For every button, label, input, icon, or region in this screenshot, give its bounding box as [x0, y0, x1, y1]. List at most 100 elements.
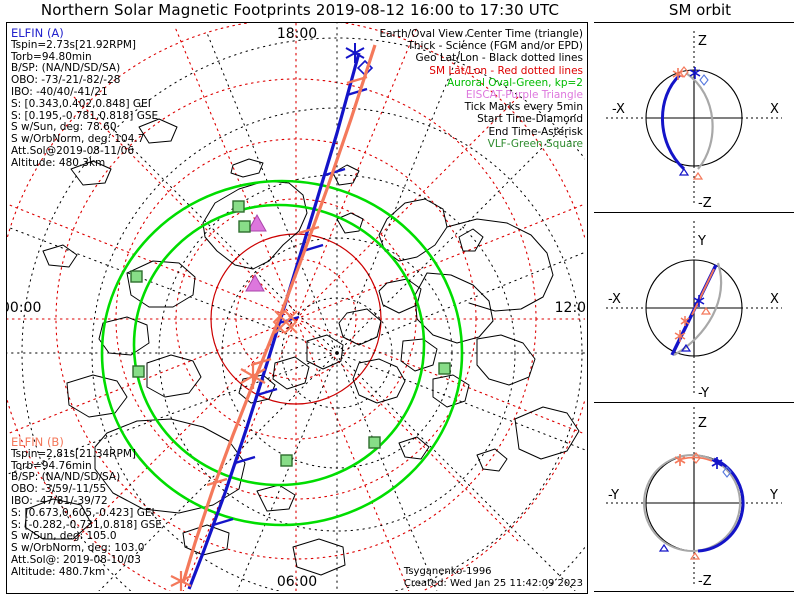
orbit-end-asterisk: [674, 454, 686, 466]
elfin-b-orbit-arc: [685, 72, 714, 170]
auroral-oval-outer: [100, 179, 464, 527]
axis-label-left: -X: [612, 102, 625, 117]
orbit-marker-asterisk: [689, 67, 701, 79]
elfin-a-line: B/SP: (NA/ND/SD/SA): [11, 62, 121, 75]
eiscat-triangle: [245, 273, 265, 292]
footprint-map-panel[interactable]: 18:00 12:00 06:00 00:00 ELFIN (A) Tspin=…: [6, 22, 588, 594]
orbit-start-diamond: [691, 452, 701, 464]
legend-item: VLF-Green Square: [487, 137, 583, 150]
elfin-a-line: S w/Sun, deg: 78.60: [11, 121, 117, 134]
elfin-b-line: IBO: -47/81/-39/72: [11, 494, 108, 507]
legend-item: Auroral Oval-Green, kp=2: [446, 76, 583, 89]
orbit-marker-triangle: [692, 171, 704, 180]
polar-map-graphic: [7, 23, 585, 591]
page-title: Northern Solar Magnetic Footprints 2019-…: [40, 1, 560, 19]
vlf-square: [238, 220, 251, 233]
elfin-a-line: OBO: -73/-21/-82/-28: [11, 74, 121, 87]
legend-item: EISCAT-Purple Triangle: [465, 88, 583, 101]
elfin-b-line: S: [0.673,0.605,-0.423] GEI: [11, 506, 155, 519]
vlf-square: [232, 200, 245, 213]
elfin-a-line: S: [0.195,-0.781,0.818] GSE: [11, 109, 159, 122]
elfin-b-line: Torb=94.76min: [11, 459, 92, 472]
sm-meridians: [7, 23, 585, 591]
credit-block: Tsyganenko-1996 Created: Wed Jan 25 11:4…: [404, 566, 583, 590]
elfin-b-orbit-circle: [643, 454, 741, 552]
elfin-a-line: Tspin=2.73s[21.92RPM]: [11, 38, 136, 51]
elfin-b-line: Altitude: 480.7km: [11, 565, 106, 578]
axis-label-bottom: -Y: [698, 386, 709, 401]
field-model-label: Tsyganenko-1996: [403, 566, 492, 577]
elfin-a-line: Att.Sol@2019-08-11/06: [11, 144, 134, 157]
vlf-square: [368, 436, 381, 449]
axis-label-right: Y: [769, 488, 778, 503]
axis-label-right: X: [770, 292, 779, 307]
axis-label-top: Z: [698, 416, 707, 431]
axis-label-top: Y: [697, 234, 706, 249]
elfin-a-line: Altitude: 480.3km: [11, 156, 106, 169]
vlf-markers: [130, 200, 451, 467]
coastlines: [24, 118, 580, 576]
vlf-square: [280, 454, 293, 467]
legend-item: Tick Marks every 5min: [464, 101, 583, 114]
elfin-a-track: [187, 52, 361, 590]
axis-label-left: -X: [608, 292, 621, 307]
legend-item: Thick - Science (FGM and/or EPD): [407, 40, 583, 53]
elfin-b-line: Att.Sol@: 2019-08-10/03: [11, 553, 141, 566]
orbit-marker-diamond: [722, 466, 732, 478]
orbit-end-asterisk: [674, 330, 686, 342]
orbit-marker-diamond: [699, 74, 709, 86]
elfin-b-line: Tspin=2.81s[21.34RPM]: [11, 447, 136, 460]
mlt-label-right: 12:00: [554, 300, 587, 316]
elfin-b-track: [181, 44, 377, 584]
elfin-b-line: OBO: -3/59/-11/55: [11, 483, 107, 496]
geo-grid: [7, 23, 585, 591]
elfin-a-orbit-arc: [661, 73, 686, 171]
orbit-end-asterisk: [672, 68, 684, 80]
mlt-label-bottom: 06:00: [276, 574, 318, 590]
orbit-marker-triangle: [700, 306, 712, 315]
created-timestamp: Created: Wed Jan 25 11:42:09 2023: [403, 578, 583, 589]
orbit-marker-triangle: [689, 551, 701, 560]
elfin-b-start-diamond: [272, 309, 298, 335]
elfin-b-line: B/SP: (NA/ND/SD/SA): [11, 471, 121, 484]
vlf-square: [130, 270, 143, 283]
orbit-marker-triangle: [680, 343, 692, 352]
orbit-panel-yz[interactable]: Z Y -Y -Z: [594, 402, 794, 592]
orbit-end-asterisk: [680, 316, 690, 326]
axis-label-bottom: -Z: [698, 574, 712, 589]
auroral-ovals: [100, 179, 464, 527]
elfin-b-header: ELFIN (B): [11, 435, 64, 449]
elfin-a-header: ELFIN (A): [11, 26, 64, 40]
legend-item: SM Lat/Lon - Red dotted lines: [429, 64, 583, 77]
orbit-marker-asterisk: [693, 295, 705, 307]
orbit-panel-title: SM orbit: [668, 1, 732, 19]
orbit-marker-triangle: [678, 167, 690, 176]
orbit-panel-xy[interactable]: Y X -X -Y: [594, 212, 794, 402]
orbit-start-diamond: [679, 66, 689, 78]
mlt-label-left: 00:00: [7, 300, 42, 316]
elfin-b-orbit-arc: [673, 262, 723, 356]
orbit-marker-triangle: [658, 543, 670, 552]
elfin-b-tick-marks: [206, 75, 368, 487]
elfin-b-info-block: ELFIN (B) Tspin=2.81s[21.34RPM] Torb=94.…: [11, 435, 162, 579]
elfin-a-line: S w/OrbNorm, deg: 104.7: [11, 133, 145, 146]
elfin-b-line: S: [-0.282,-0.731,0.818] GSE: [11, 518, 162, 531]
orbit-marker-asterisk: [711, 457, 723, 469]
axis-label-right: X: [770, 102, 779, 117]
elfin-a-orbit-arc: [697, 457, 745, 553]
orbit-panel-xz[interactable]: Z X -X -Z: [594, 22, 794, 212]
legend-item: End Time-Asterisk: [488, 125, 583, 138]
elfin-b-end-asterisk: [170, 363, 266, 591]
elfin-b-line: S w/Sun, deg: 105.0: [11, 530, 117, 543]
mlt-label-top: 18:00: [276, 26, 318, 42]
axis-label-top: Z: [698, 34, 707, 49]
elfin-a-line: S: [0.343,0.402,0.848] GEI: [11, 97, 151, 110]
axis-label-bottom: -Z: [698, 196, 712, 211]
auroral-oval-inner: [132, 203, 426, 487]
elfin-b-line: S w/OrbNorm, deg: 103.0: [11, 542, 145, 555]
map-legend: Earth/Oval View Center Time (triangle) T…: [379, 28, 583, 150]
elfin-b-track-segment: [691, 268, 715, 316]
vlf-square: [438, 362, 451, 375]
legend-item: Geo Lat/Lon - Black dotted lines: [415, 52, 583, 65]
